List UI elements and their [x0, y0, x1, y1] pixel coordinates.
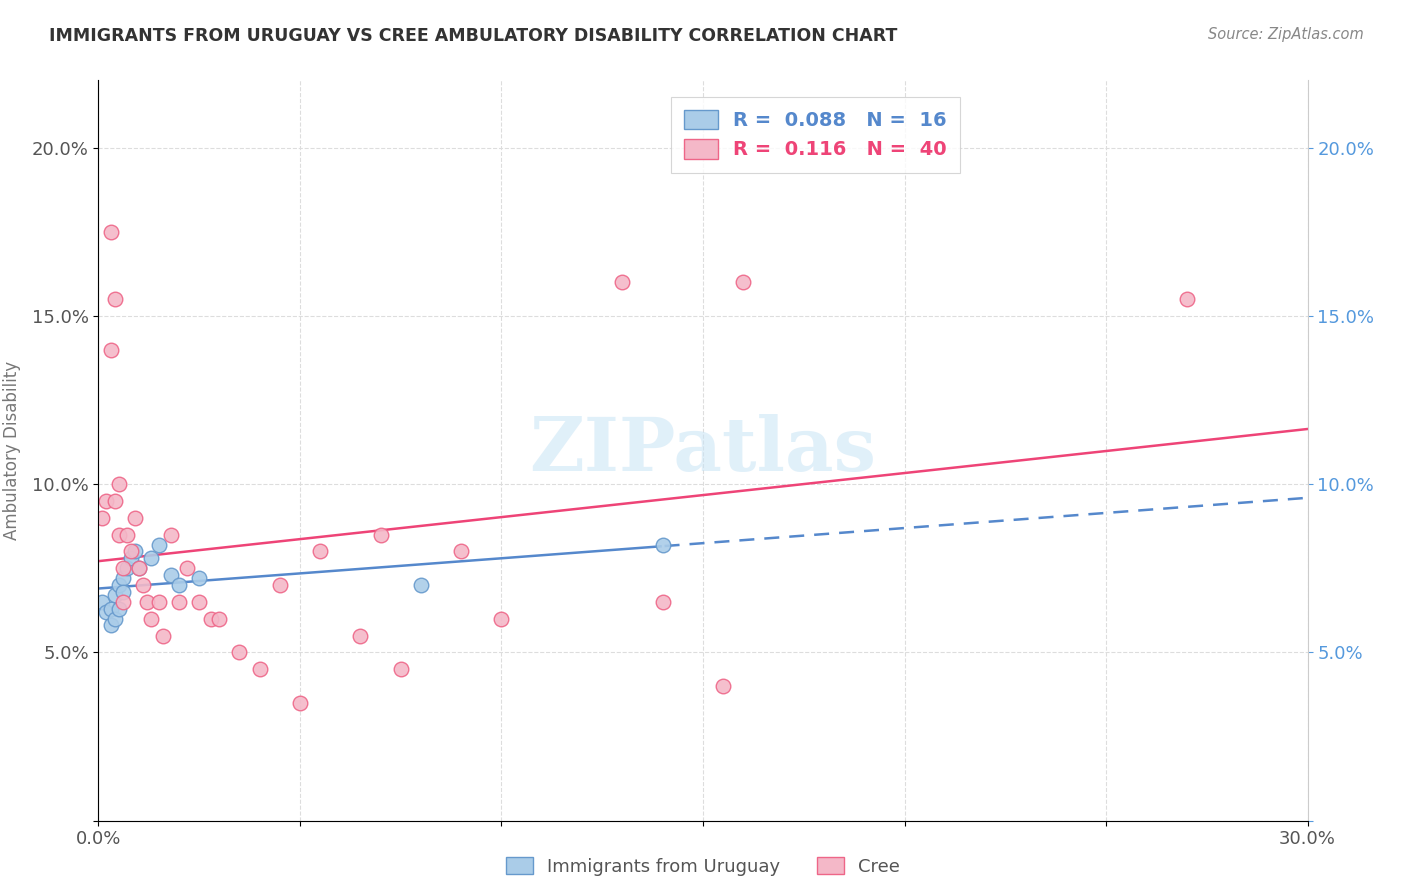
Point: [288, 696, 311, 710]
Point: [139, 551, 162, 566]
Point: [450, 544, 472, 558]
Point: [111, 561, 134, 575]
Point: [152, 628, 174, 642]
Point: [91, 510, 114, 524]
Point: [132, 578, 155, 592]
Legend: R =  0.088   N =  16, R =  0.116   N =  40: R = 0.088 N = 16, R = 0.116 N = 40: [671, 97, 960, 172]
Point: [107, 578, 129, 592]
Point: [409, 578, 432, 592]
Point: [107, 601, 129, 615]
Point: [100, 225, 122, 239]
Point: [124, 510, 146, 524]
Point: [309, 544, 332, 558]
Point: [103, 292, 125, 306]
Point: [188, 595, 211, 609]
Point: [111, 595, 134, 609]
Point: [188, 571, 211, 585]
Point: [160, 527, 183, 541]
Point: [176, 561, 198, 575]
Point: [491, 612, 513, 626]
Point: [91, 595, 114, 609]
Point: [139, 612, 162, 626]
Point: [111, 571, 134, 585]
Point: [111, 584, 134, 599]
Text: Source: ZipAtlas.com: Source: ZipAtlas.com: [1208, 27, 1364, 42]
Point: [651, 595, 673, 609]
Point: [1175, 292, 1198, 306]
Y-axis label: Ambulatory Disability: Ambulatory Disability: [3, 361, 21, 540]
Point: [107, 527, 129, 541]
Point: [167, 595, 190, 609]
Point: [389, 662, 412, 676]
Text: IMMIGRANTS FROM URUGUAY VS CREE AMBULATORY DISABILITY CORRELATION CHART: IMMIGRANTS FROM URUGUAY VS CREE AMBULATO…: [49, 27, 897, 45]
Point: [208, 612, 231, 626]
Point: [228, 645, 250, 659]
Point: [370, 527, 392, 541]
Point: [124, 544, 146, 558]
Point: [200, 612, 222, 626]
Text: ZIPatlas: ZIPatlas: [530, 414, 876, 487]
Point: [148, 595, 170, 609]
Legend: Immigrants from Uruguay, Cree: Immigrants from Uruguay, Cree: [499, 850, 907, 883]
Point: [733, 275, 755, 289]
Point: [115, 527, 138, 541]
Point: [148, 538, 170, 552]
Point: [107, 477, 129, 491]
Point: [100, 343, 122, 357]
Point: [711, 679, 734, 693]
Point: [103, 612, 125, 626]
Point: [100, 601, 122, 615]
Point: [349, 628, 371, 642]
Point: [103, 588, 125, 602]
Point: [612, 275, 634, 289]
Point: [128, 561, 150, 575]
Point: [167, 578, 190, 592]
Point: [103, 494, 125, 508]
Point: [135, 595, 157, 609]
Point: [249, 662, 271, 676]
Point: [651, 538, 673, 552]
Point: [128, 561, 150, 575]
Point: [120, 544, 142, 558]
Point: [100, 618, 122, 632]
Point: [115, 561, 138, 575]
Point: [96, 494, 118, 508]
Point: [160, 568, 183, 582]
Point: [120, 551, 142, 566]
Point: [96, 605, 118, 619]
Point: [269, 578, 291, 592]
